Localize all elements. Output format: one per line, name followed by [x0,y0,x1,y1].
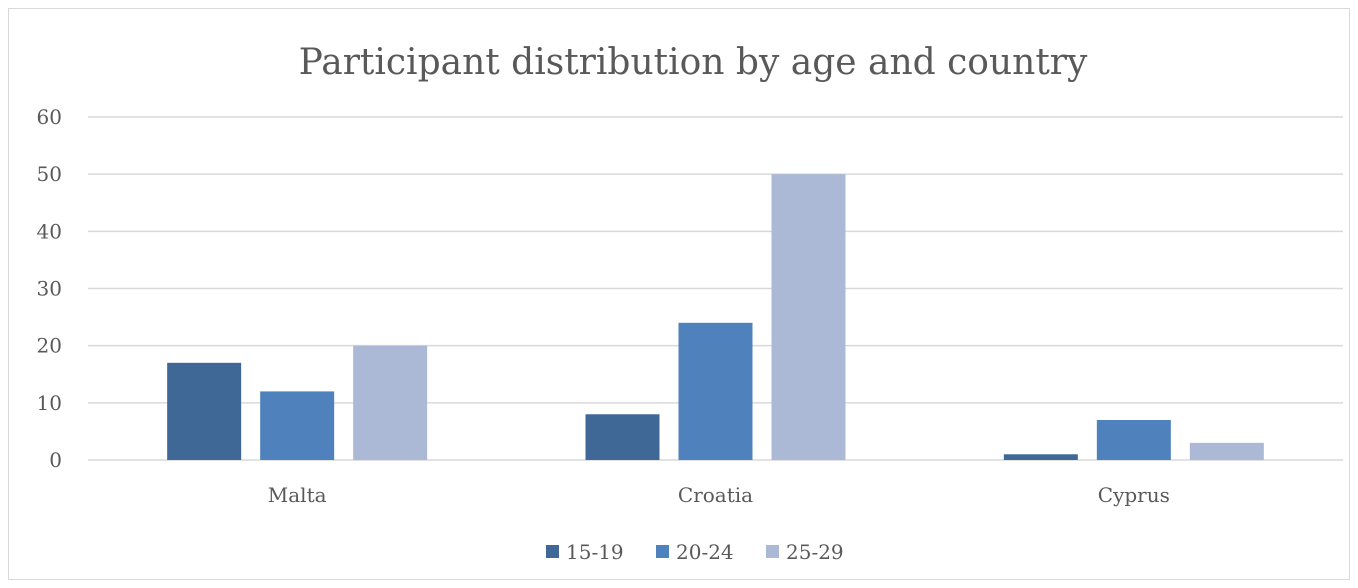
category-label: Malta [268,483,327,507]
bar-15-19-croatia [585,414,660,460]
legend-label: 20-24 [676,540,734,564]
category-label: Cyprus [1098,483,1170,507]
legend-swatch-25-29 [766,545,779,558]
legend-label: 15-19 [566,540,624,564]
bar-20-24-cyprus [1096,419,1171,460]
legend-swatch-15-19 [546,545,559,558]
y-tick-label: 10 [37,391,62,415]
bar-20-24-malta [260,391,335,460]
bar-25-29-cyprus [1189,442,1264,460]
category-label: Croatia [678,483,753,507]
bar-25-29-croatia [771,174,846,460]
bar-15-19-malta [167,362,242,460]
y-tick-label: 50 [37,162,62,186]
bar-20-24-croatia [678,322,753,460]
chart-title: Participant distribution by age and coun… [299,42,1088,83]
y-tick-label: 40 [37,219,62,243]
y-tick-label: 60 [37,105,62,129]
bar-15-19-cyprus [1003,454,1078,460]
bar-25-29-malta [353,345,428,460]
y-tick-label: 20 [37,334,62,358]
legend-label: 25-29 [786,540,844,564]
y-tick-label: 0 [49,448,62,472]
legend-swatch-20-24 [656,545,669,558]
chart-frame [8,8,1350,580]
y-tick-label: 30 [37,277,62,301]
